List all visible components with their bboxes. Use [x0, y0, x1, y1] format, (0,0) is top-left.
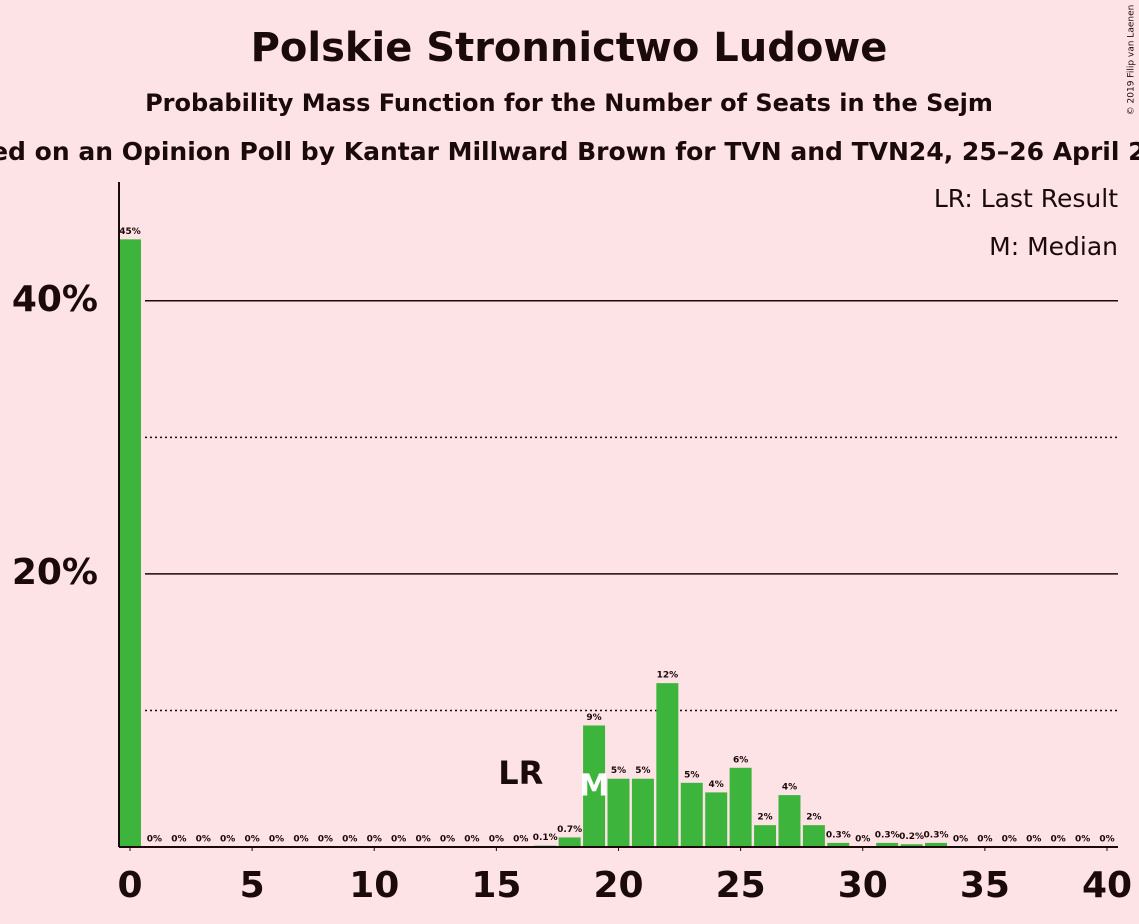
value-label: 0.1% [533, 833, 558, 843]
bar [656, 683, 679, 847]
credit: © 2019 Filip van Laenen [1127, 5, 1137, 116]
y-tick-label: 40% [12, 279, 98, 320]
value-label: 0% [147, 835, 162, 845]
value-label: 0% [342, 835, 357, 845]
bar [119, 239, 141, 847]
bar [729, 767, 752, 847]
legend-note: LR: Last Result [934, 184, 1118, 213]
chart-subtitle: Probability Mass Function for the Number… [145, 89, 993, 117]
x-tick-label: 20 [593, 865, 643, 906]
annotation: LR [498, 754, 543, 792]
bar [925, 842, 948, 847]
value-label: 12% [657, 671, 679, 681]
value-label: 2% [806, 813, 821, 823]
value-label: 6% [733, 755, 748, 765]
bar [802, 825, 825, 847]
x-tick-label: 40 [1082, 865, 1132, 906]
value-label: 9% [586, 713, 601, 723]
bar [583, 725, 606, 847]
value-label: 0.3% [924, 830, 949, 840]
x-tick-label: 5 [240, 865, 265, 906]
value-label: 0% [855, 835, 870, 845]
value-label: 0% [464, 835, 479, 845]
chart-title: Polskie Stronnictwo Ludowe [251, 25, 888, 71]
value-label: 0.2% [899, 832, 924, 842]
value-label: 0% [318, 835, 333, 845]
value-label: 0% [244, 835, 259, 845]
value-label: 0% [1075, 835, 1090, 845]
value-label: 0% [1051, 835, 1066, 845]
value-label: 0% [391, 835, 406, 845]
bar [827, 842, 850, 847]
value-label: 0% [1002, 835, 1017, 845]
value-label: 4% [782, 783, 797, 793]
x-tick-label: 35 [960, 865, 1010, 906]
bar [754, 825, 777, 847]
value-label: 0% [440, 835, 455, 845]
bar [607, 778, 630, 847]
bar [558, 837, 581, 847]
x-tick-label: 10 [349, 865, 399, 906]
bar [680, 782, 703, 847]
value-label: 0% [513, 835, 528, 845]
chart-caption: Based on an Opinion Poll by Kantar Millw… [0, 137, 1139, 166]
value-label: 0% [1026, 835, 1041, 845]
x-tick-label: 30 [838, 865, 888, 906]
value-label: 0% [977, 835, 992, 845]
value-label: 45% [119, 227, 141, 237]
value-label: 0% [171, 835, 186, 845]
y-tick-label: 20% [12, 552, 98, 593]
value-label: 0% [415, 835, 430, 845]
value-label: 0.7% [557, 825, 582, 835]
value-label: 0% [293, 835, 308, 845]
bar [876, 842, 899, 847]
bar [705, 792, 728, 847]
bar [900, 844, 923, 847]
x-tick-label: 15 [471, 865, 521, 906]
x-tick-label: 25 [716, 865, 766, 906]
value-label: 5% [611, 766, 626, 776]
annotation: M [579, 769, 609, 804]
bar [778, 795, 801, 847]
value-label: 0% [489, 835, 504, 845]
value-label: 0% [367, 835, 382, 845]
value-label: 4% [709, 780, 724, 790]
legend-note: M: Median [989, 232, 1118, 261]
bar [631, 778, 654, 847]
x-tick-label: 0 [117, 865, 142, 906]
value-label: 2% [757, 813, 772, 823]
value-label: 0% [269, 835, 284, 845]
value-label: 0.3% [826, 830, 851, 840]
value-label: 5% [635, 766, 650, 776]
value-label: 0% [196, 835, 211, 845]
value-label: 0% [953, 835, 968, 845]
value-label: 0% [220, 835, 235, 845]
value-label: 5% [684, 770, 699, 780]
value-label: 0% [1099, 835, 1114, 845]
value-label: 0.3% [875, 830, 900, 840]
